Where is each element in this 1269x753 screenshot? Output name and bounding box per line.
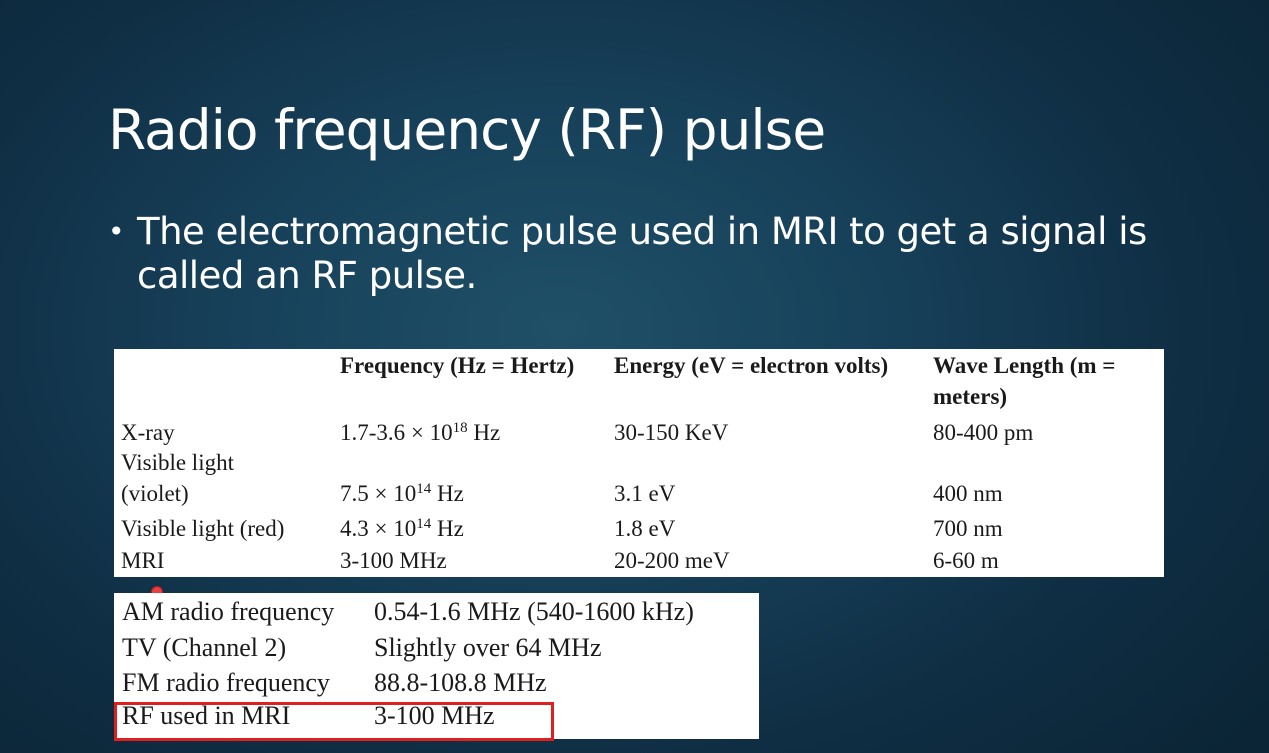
row-label: AM radio frequency: [122, 597, 335, 626]
header-wavelength: Wave Length (m = meters): [933, 353, 1116, 409]
slide-title: Radio frequency (RF) pulse: [108, 98, 826, 162]
row-frequency: 3-100 MHz: [340, 548, 447, 573]
row-energy: 1.8 eV: [614, 516, 676, 541]
bullet-point: • The electromagnetic pulse used in MRI …: [108, 210, 1228, 298]
row-value: Slightly over 64 MHz: [374, 633, 602, 662]
row-frequency: 7.5 × 1014 Hz: [340, 481, 464, 506]
row-wavelength: 80-400 pm: [933, 420, 1034, 445]
row-value: 3-100 MHz: [374, 701, 495, 730]
bullet-dot: •: [108, 215, 125, 248]
bullet-text: The electromagnetic pulse used in MRI to…: [137, 210, 1147, 297]
row-wavelength: 6-60 m: [933, 548, 999, 573]
row-frequency: 4.3 × 1014 Hz: [340, 516, 464, 541]
table-row: RF used in MRI 3-100 MHz: [114, 701, 759, 735]
row-name: MRI: [121, 548, 165, 573]
row-name: X-ray: [121, 420, 175, 445]
row-wavelength: 400 nm: [933, 481, 1003, 506]
row-energy: 20-200 meV: [614, 548, 730, 573]
row-label: FM radio frequency: [122, 668, 330, 697]
row-label: RF used in MRI: [122, 701, 291, 730]
radiation-comparison-table: Frequency (Hz = Hertz) Energy (eV = elec…: [114, 349, 1164, 577]
table-row: FM radio frequency 88.8-108.8 MHz: [114, 668, 759, 702]
row-name: Visible light (red): [121, 516, 285, 541]
header-frequency: Frequency (Hz = Hertz): [340, 353, 575, 378]
row-energy: 30-150 KeV: [614, 420, 729, 445]
row-name-continued: (violet): [121, 481, 189, 506]
row-frequency: 1.7-3.6 × 1018 Hz: [340, 420, 501, 445]
row-wavelength: 700 nm: [933, 516, 1003, 541]
row-value: 0.54-1.6 MHz (540-1600 kHz): [374, 597, 694, 626]
mri-rf-highlight-box: [114, 702, 554, 741]
row-value: 88.8-108.8 MHz: [374, 668, 547, 697]
header-energy: Energy (eV = electron volts): [614, 353, 889, 378]
rf-uses-table: AM radio frequency 0.54-1.6 MHz (540-160…: [114, 593, 759, 739]
row-energy: 3.1 eV: [614, 481, 676, 506]
row-name: Visible light: [121, 450, 234, 475]
row-label: TV (Channel 2): [122, 633, 287, 662]
table-row: TV (Channel 2) Slightly over 64 MHz: [114, 633, 759, 667]
table-row: AM radio frequency 0.54-1.6 MHz (540-160…: [114, 597, 759, 631]
